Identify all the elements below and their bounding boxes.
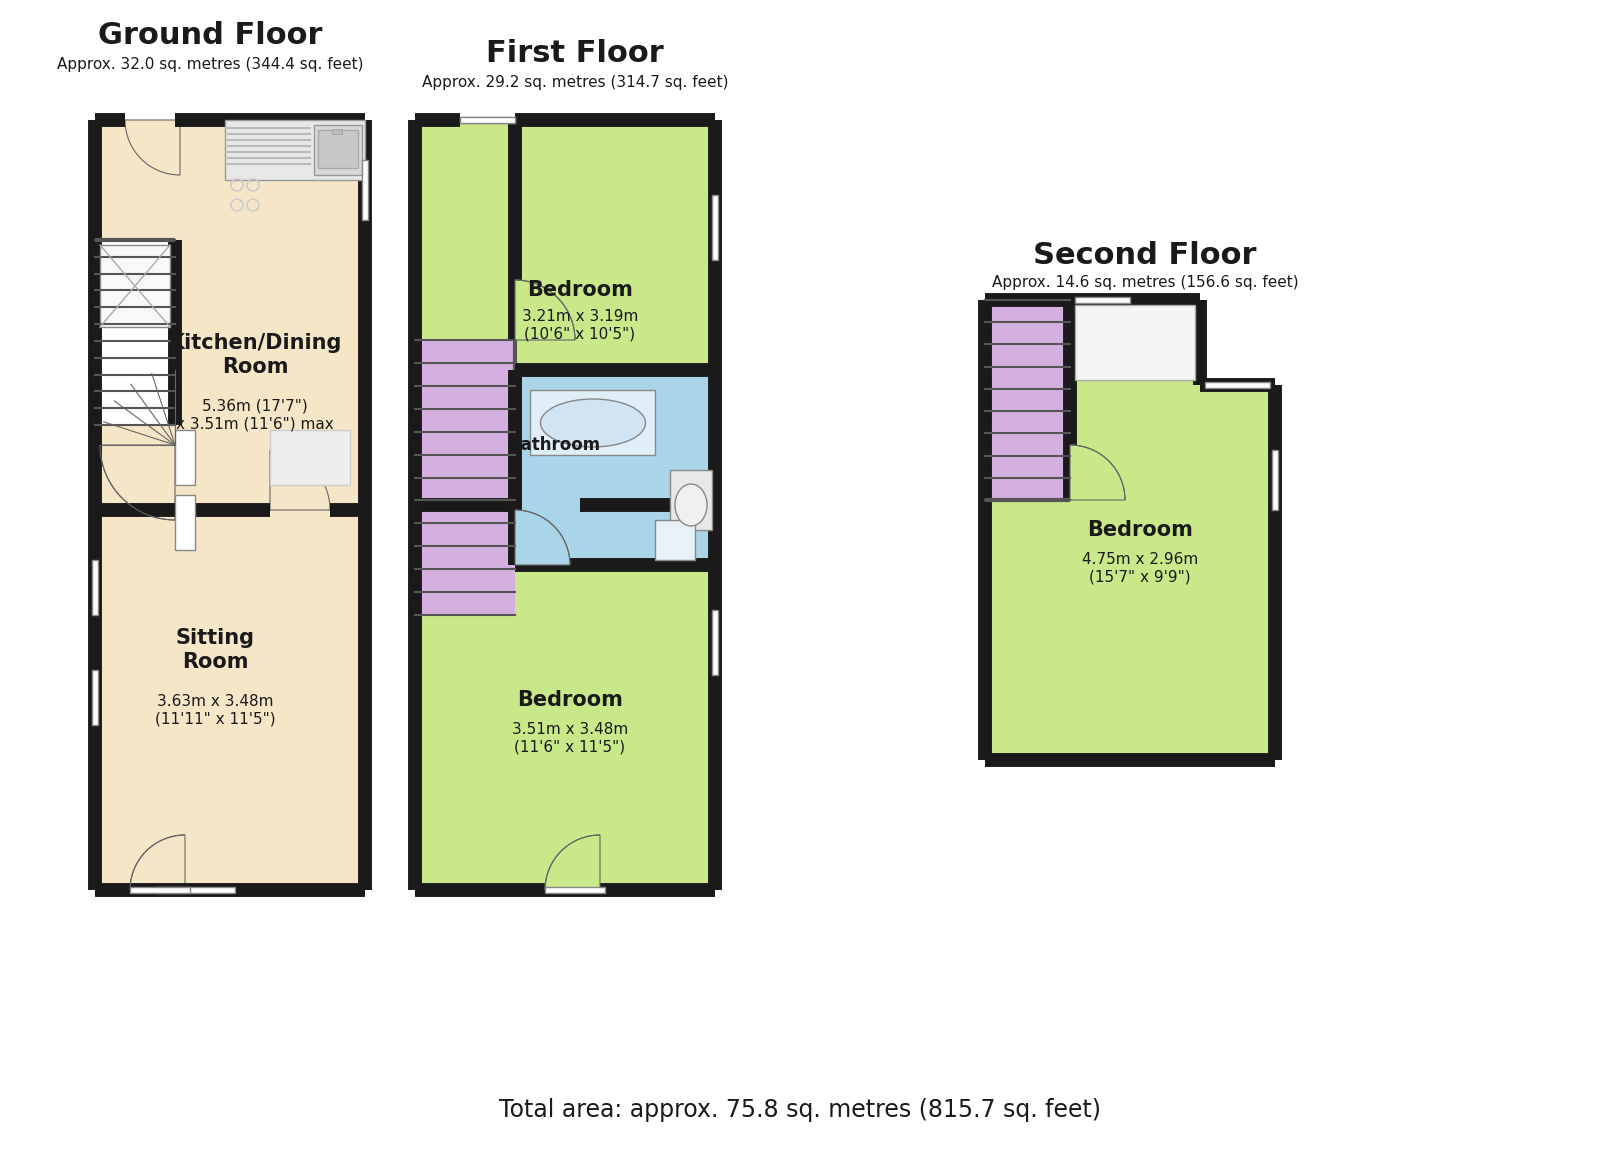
Bar bbox=[270, 430, 350, 485]
Bar bbox=[515, 370, 715, 565]
Bar bbox=[654, 520, 694, 561]
Bar bbox=[362, 160, 368, 220]
Bar bbox=[1272, 450, 1278, 511]
Bar bbox=[94, 511, 365, 890]
Ellipse shape bbox=[675, 484, 707, 526]
Bar bbox=[94, 240, 174, 424]
Bar bbox=[99, 245, 170, 327]
Wedge shape bbox=[546, 835, 600, 890]
Text: Bathroom: Bathroom bbox=[509, 436, 602, 454]
Bar bbox=[318, 130, 358, 167]
Bar bbox=[94, 120, 365, 511]
Bar bbox=[986, 300, 1275, 759]
Text: Second Floor: Second Floor bbox=[1034, 241, 1256, 270]
Bar bbox=[333, 129, 342, 134]
Wedge shape bbox=[270, 450, 330, 511]
Text: Bedroom: Bedroom bbox=[1086, 520, 1194, 540]
Bar bbox=[93, 670, 98, 725]
Bar bbox=[314, 124, 362, 174]
Text: 3.63m x 3.48m
(11'11" x 11'5"): 3.63m x 3.48m (11'11" x 11'5") bbox=[155, 694, 275, 726]
Text: 5.36m (17'7")
x 3.51m (11'6") max: 5.36m (17'7") x 3.51m (11'6") max bbox=[176, 399, 334, 431]
Bar bbox=[712, 611, 718, 675]
Text: Approx. 29.2 sq. metres (314.7 sq. feet): Approx. 29.2 sq. metres (314.7 sq. feet) bbox=[422, 76, 728, 91]
Bar bbox=[414, 505, 715, 890]
Wedge shape bbox=[1070, 445, 1125, 500]
Ellipse shape bbox=[541, 399, 645, 447]
Bar bbox=[530, 390, 654, 455]
Bar bbox=[155, 887, 235, 893]
Wedge shape bbox=[99, 445, 174, 520]
Bar bbox=[461, 117, 515, 123]
Text: 3.21m x 3.19m
(10'6" x 10'5"): 3.21m x 3.19m (10'6" x 10'5") bbox=[522, 309, 638, 341]
Bar bbox=[1205, 381, 1270, 388]
Bar bbox=[986, 300, 1070, 500]
Bar bbox=[174, 430, 195, 485]
Bar bbox=[130, 887, 190, 893]
Bar bbox=[461, 117, 515, 123]
Wedge shape bbox=[515, 511, 570, 565]
Text: Approx. 32.0 sq. metres (344.4 sq. feet): Approx. 32.0 sq. metres (344.4 sq. feet) bbox=[56, 57, 363, 72]
Text: Ground Floor: Ground Floor bbox=[98, 21, 322, 50]
Text: Sitting
Room: Sitting Room bbox=[176, 628, 254, 671]
Bar bbox=[226, 120, 365, 180]
Bar bbox=[174, 495, 195, 550]
Text: Kitchen/Dining
Room: Kitchen/Dining Room bbox=[168, 334, 342, 377]
Bar bbox=[93, 561, 98, 615]
Bar bbox=[712, 195, 718, 261]
Text: Bedroom: Bedroom bbox=[526, 280, 634, 300]
Wedge shape bbox=[125, 120, 179, 174]
Bar bbox=[1075, 305, 1195, 380]
Text: 4.75m x 2.96m
(15'7" x 9'9"): 4.75m x 2.96m (15'7" x 9'9") bbox=[1082, 551, 1198, 584]
Bar bbox=[1200, 300, 1275, 385]
Bar bbox=[670, 470, 712, 530]
Text: Bedroom: Bedroom bbox=[517, 690, 622, 709]
Bar bbox=[546, 887, 605, 893]
Text: Total area: approx. 75.8 sq. metres (815.7 sq. feet): Total area: approx. 75.8 sq. metres (815… bbox=[499, 1098, 1101, 1122]
Bar bbox=[414, 340, 515, 615]
Bar bbox=[414, 120, 715, 505]
Text: First Floor: First Floor bbox=[486, 38, 664, 67]
Bar bbox=[1075, 297, 1130, 304]
Wedge shape bbox=[515, 280, 574, 340]
Wedge shape bbox=[130, 835, 186, 890]
Text: Approx. 14.6 sq. metres (156.6 sq. feet): Approx. 14.6 sq. metres (156.6 sq. feet) bbox=[992, 276, 1298, 291]
Text: 3.51m x 3.48m
(11'6" x 11'5"): 3.51m x 3.48m (11'6" x 11'5") bbox=[512, 722, 629, 754]
